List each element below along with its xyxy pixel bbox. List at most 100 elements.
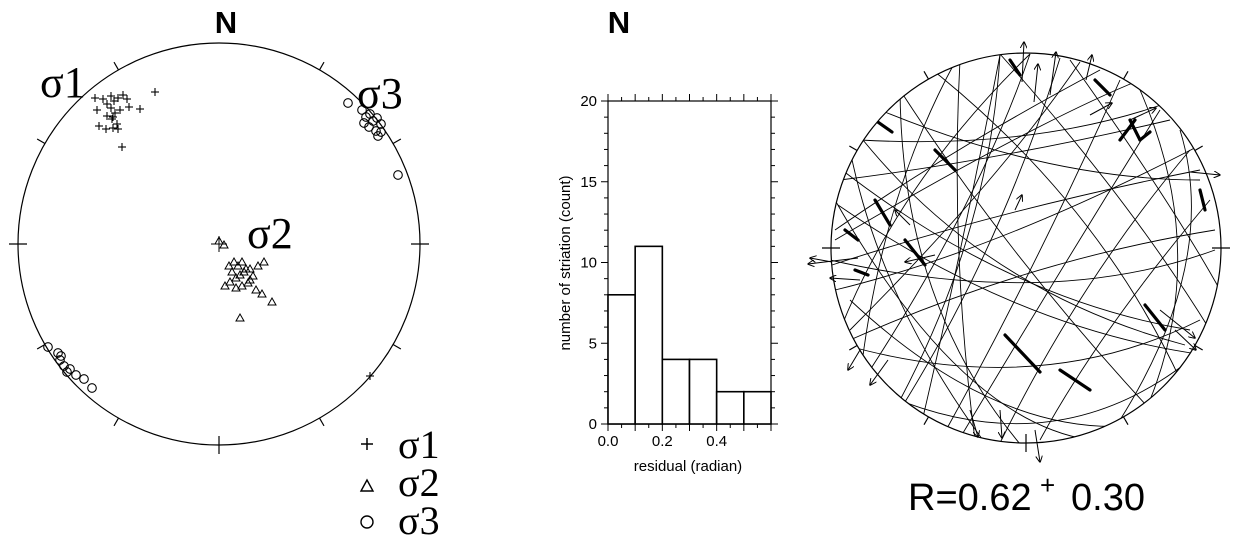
great-circle [837, 204, 1206, 356]
sigma2-pole [267, 296, 277, 306]
great-circle [859, 61, 956, 381]
sigma3-pole [87, 383, 97, 393]
sigma2-pole [257, 288, 267, 298]
sigma2-pole [251, 284, 261, 294]
striation-segment [1008, 58, 1022, 77]
slip-arrow [969, 409, 978, 437]
great-circle [1069, 59, 1221, 291]
sigma2-pole [231, 272, 241, 282]
slip-arrow [1129, 108, 1156, 121]
sigma2-pole [237, 256, 247, 266]
histogram-panel: N 0 5 10 15 20 0.0 0.2 0.4 residual (radian) n… [557, 5, 778, 475]
great-circle [849, 229, 1216, 341]
net-tick [1194, 145, 1203, 152]
histogram-bars [607, 245, 772, 425]
great-circle [869, 53, 1031, 371]
great-circle [834, 139, 1211, 291]
sigma2-label: σ2 [247, 209, 293, 258]
net-tick [392, 343, 402, 350]
sigma2-pole [220, 280, 230, 290]
great-circle [834, 69, 1101, 231]
sigma3-pole [393, 170, 403, 180]
fault-great-circles [831, 53, 1221, 443]
great-circle [859, 99, 1176, 143]
great-circle [834, 79, 1141, 241]
slip-vector-arrows [808, 42, 1220, 462]
slip-arrow [1049, 52, 1056, 96]
slip-arrow [808, 257, 859, 264]
sigma1-poles [91, 88, 374, 380]
slip-arrow [905, 254, 936, 262]
sigma1-label: σ1 [40, 58, 86, 107]
striation-segments [843, 58, 1207, 392]
sigma3-pole [65, 364, 75, 374]
great-circle [899, 89, 1161, 421]
sigma2-pole [229, 256, 239, 266]
right-net-circle [830, 52, 1222, 444]
slip-arrow [1000, 409, 1002, 438]
great-circle [1139, 89, 1179, 401]
great-circle [959, 109, 1161, 439]
slip-arrow [1033, 64, 1038, 103]
great-circle [834, 199, 1091, 441]
sigma3-pole [43, 342, 53, 352]
histogram-bar [607, 293, 636, 425]
great-circle [854, 129, 1186, 346]
sigma3-label: σ3 [357, 69, 403, 118]
striation-segment [1118, 118, 1137, 142]
slip-arrow [1089, 103, 1112, 116]
legend-sigma1-label: σ1 [398, 422, 440, 467]
legend-sigma2-label: σ2 [398, 460, 440, 505]
slip-arrow [870, 359, 889, 385]
sigma3-pole [373, 131, 383, 141]
x-tick-label: 0.2 [652, 433, 673, 450]
net-tick [113, 417, 120, 427]
y-tick-label: 0 [589, 416, 597, 433]
net-tick [923, 71, 930, 80]
histogram-bar [715, 390, 745, 425]
net-tick [1194, 344, 1203, 351]
slip-arrow [810, 258, 833, 262]
sigma2-poles [214, 235, 277, 322]
slip-arrow [1159, 309, 1195, 338]
histogram-north-label: N [608, 5, 630, 40]
great-circle [1039, 199, 1211, 441]
net-tick [849, 344, 858, 351]
great-circle [831, 249, 1216, 284]
striation-segment [1003, 333, 1042, 374]
great-circle [899, 57, 1061, 411]
histogram-y-ticks: 0 5 10 15 20 [580, 93, 778, 433]
sigma3-pole [53, 348, 63, 358]
net-tick [318, 417, 325, 427]
sigma2-pole [245, 274, 255, 284]
great-circle [839, 53, 1031, 331]
legend-sigma3-label: σ3 [398, 498, 440, 541]
triangle-icon [359, 478, 375, 492]
histogram-bar [661, 358, 691, 425]
x-tick-label: 0.4 [706, 433, 727, 450]
stereonet-legend: σ1 σ2 σ3 [359, 422, 440, 541]
striation-segment [1093, 78, 1112, 97]
great-circle [919, 54, 1001, 431]
histogram-bar [743, 390, 772, 425]
sigma3-pole [376, 119, 386, 129]
plus-minus-sign: + [1040, 470, 1055, 500]
y-tick-label: 5 [589, 335, 597, 352]
circle-icon [360, 515, 374, 529]
great-circle [841, 169, 1191, 331]
striation-segment [1058, 368, 1092, 392]
great-circle [999, 53, 1211, 331]
y-tick-label: 20 [580, 93, 597, 110]
sigma2-pole [235, 312, 245, 322]
great-circle [844, 319, 1201, 368]
y-tick-label: 15 [580, 174, 597, 191]
histogram-y-label: number of striation (count) [557, 175, 574, 350]
histogram-x-label: residual (radian) [634, 458, 742, 475]
great-circle [1119, 129, 1192, 421]
sigma2-pole [237, 280, 247, 290]
net-tick [923, 416, 930, 425]
great-circle [899, 84, 1021, 443]
sigma3-pole [56, 351, 66, 361]
sigma3-pole [62, 367, 72, 377]
right-stereonet: R=0.62 + 0.30 [808, 42, 1230, 519]
